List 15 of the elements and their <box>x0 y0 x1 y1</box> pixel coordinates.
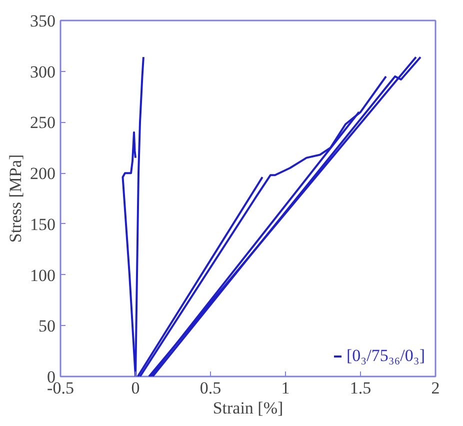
x-axis-title: Strain [%] <box>212 398 284 418</box>
y-tick-label: 50 <box>38 316 56 336</box>
y-tick-label: 100 <box>30 266 56 285</box>
y-tick-label: 350 <box>30 12 56 30</box>
y-tick-label: 200 <box>30 164 56 184</box>
y-tick-label: 150 <box>30 214 56 234</box>
legend-label: [0₃/75₃₆/0₃] <box>346 346 425 366</box>
x-tick-label: 0 <box>131 378 140 398</box>
y-tick-label: 300 <box>30 62 56 82</box>
y-axis-title: Stress [MPa] <box>6 154 25 243</box>
x-tick-label: 2 <box>431 378 440 398</box>
x-tick-label: 0.5 <box>200 378 222 398</box>
y-tick-label: 250 <box>30 113 56 132</box>
x-tick-label: 1.5 <box>350 378 372 398</box>
x-tick-label: 1 <box>281 378 290 398</box>
